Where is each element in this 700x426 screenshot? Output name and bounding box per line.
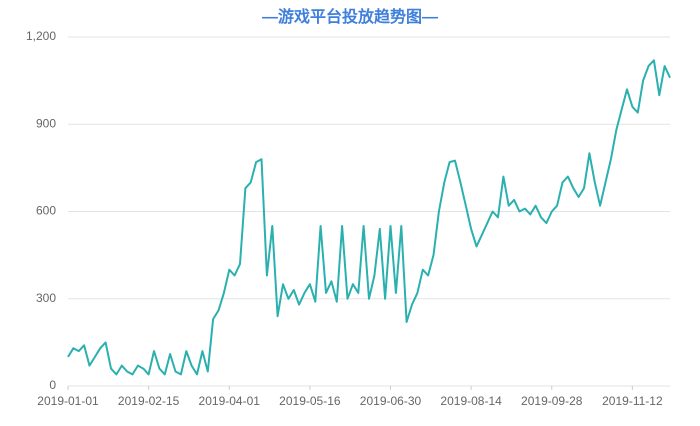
y-tick-label: 0: [49, 378, 56, 392]
x-tick-label: 2019-05-16: [279, 394, 341, 408]
x-tick-label: 2019-06-30: [360, 394, 422, 408]
x-tick-label: 2019-09-28: [521, 394, 583, 408]
y-tick-label: 1,200: [26, 29, 56, 43]
x-tick-label: 2019-01-01: [37, 394, 99, 408]
x-tick-label: 2019-08-14: [440, 394, 502, 408]
x-tick-label: 2019-04-01: [199, 394, 261, 408]
y-tick-label: 300: [36, 291, 56, 305]
y-tick-label: 900: [36, 116, 56, 130]
y-tick-label: 600: [36, 204, 56, 218]
chart-title: —游戏平台投放趋势图—: [262, 7, 438, 26]
x-tick-label: 2019-02-15: [118, 394, 180, 408]
x-tick-label: 2019-11-12: [602, 394, 663, 408]
data-line: [67, 59, 671, 376]
